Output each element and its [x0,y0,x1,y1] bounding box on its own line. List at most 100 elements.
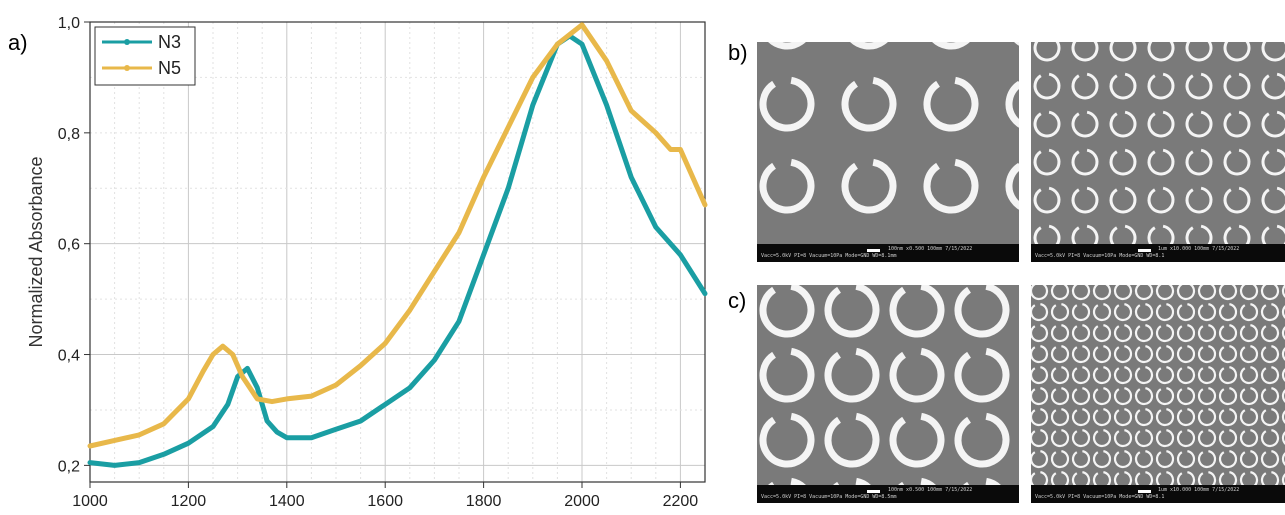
split-ring [1261,224,1285,244]
split-ring [1218,344,1238,364]
split-ring [1223,72,1251,100]
split-ring [759,76,815,132]
split-ring [1261,186,1285,214]
split-ring [1071,110,1099,138]
split-ring [1197,449,1217,469]
split-ring [759,42,815,50]
sem-caption-line1: 100nm x0.500 100mm 7/15/2022 [888,487,973,493]
sem-info-bar: 1um x10.000 100mm 7/15/2022 Vacc=5.0kV PI… [1031,485,1285,503]
split-ring [923,42,979,50]
sem-ring-pattern [759,42,1019,214]
split-ring [1185,72,1213,100]
scale-bar [867,490,880,493]
split-ring [1261,148,1285,176]
split-ring [1113,428,1133,448]
split-ring [1033,72,1061,100]
x-tick-label: 2000 [564,493,600,510]
split-ring [1260,428,1280,448]
split-ring [1185,148,1213,176]
sem-caption-line1: 1um x10.000 100mm 7/15/2022 [1158,246,1240,252]
split-ring [954,412,1010,468]
split-ring [1155,344,1175,364]
split-ring [1197,470,1217,485]
split-ring [1281,386,1285,406]
split-ring [1092,285,1112,301]
split-ring [1223,186,1251,214]
split-ring [1071,186,1099,214]
split-ring [1281,285,1285,301]
split-ring [1239,386,1259,406]
split-ring [889,477,945,485]
split-ring [1033,110,1061,138]
split-ring [1176,407,1196,427]
split-ring [1092,386,1112,406]
split-ring [1218,285,1238,301]
split-ring [1113,407,1133,427]
split-ring [1260,407,1280,427]
legend-marker-N3 [124,39,130,45]
sem-image-b-left: 100nm x0.500 100mm 7/15/2022 Vacc=5.0kV P… [757,42,1019,262]
split-ring [1134,344,1154,364]
split-ring [1005,42,1019,50]
split-ring [1071,449,1091,469]
split-ring [1092,470,1112,485]
split-ring [1260,386,1280,406]
y-axis-label: Normalized Absorbance [26,156,46,347]
scale-bar [1138,249,1151,252]
split-ring [1147,148,1175,176]
split-ring [1260,449,1280,469]
y-tick-label: 0,2 [58,458,80,475]
legend-label-N3: N3 [158,32,181,52]
split-ring [1005,158,1019,214]
split-ring [1033,224,1061,244]
split-ring [1197,365,1217,385]
split-ring [841,42,897,50]
split-ring [1092,344,1112,364]
split-ring [1050,449,1070,469]
x-tick-label: 1800 [466,493,502,510]
sem-info-bar: 100nm x0.500 100mm 7/15/2022 Vacc=5.0kV P… [757,485,1019,503]
split-ring [1071,148,1099,176]
split-ring [1185,186,1213,214]
sem-ring-pattern [1031,285,1285,485]
x-tick-label: 2200 [663,493,699,510]
split-ring [1134,323,1154,343]
split-ring [1134,386,1154,406]
split-ring [1031,323,1049,343]
split-ring [824,477,880,485]
sem-caption-line1: 1um x10.000 100mm 7/15/2022 [1158,487,1240,493]
split-ring [1197,285,1217,301]
split-ring [1050,365,1070,385]
split-ring [1218,470,1238,485]
split-ring [1218,386,1238,406]
split-ring [1281,302,1285,322]
split-ring [759,347,815,403]
split-ring [1033,148,1061,176]
split-ring [1223,110,1251,138]
split-ring [1281,344,1285,364]
split-ring [1071,470,1091,485]
split-ring [1031,302,1049,322]
split-ring [1109,72,1137,100]
split-ring [1239,323,1259,343]
split-ring [1239,449,1259,469]
split-ring [1113,449,1133,469]
split-ring [1109,224,1137,244]
split-ring [1176,323,1196,343]
split-ring [1218,407,1238,427]
split-ring [1176,344,1196,364]
split-ring [1281,407,1285,427]
split-ring [824,347,880,403]
panel-label-b: b) [728,40,748,65]
split-ring [824,412,880,468]
split-ring [1031,470,1049,485]
split-ring [1050,344,1070,364]
split-ring [1155,285,1175,301]
split-ring [1281,470,1285,485]
split-ring [954,347,1010,403]
split-ring [1223,224,1251,244]
split-ring [1109,148,1137,176]
split-ring [1092,407,1112,427]
split-ring [1260,470,1280,485]
split-ring [1092,365,1112,385]
